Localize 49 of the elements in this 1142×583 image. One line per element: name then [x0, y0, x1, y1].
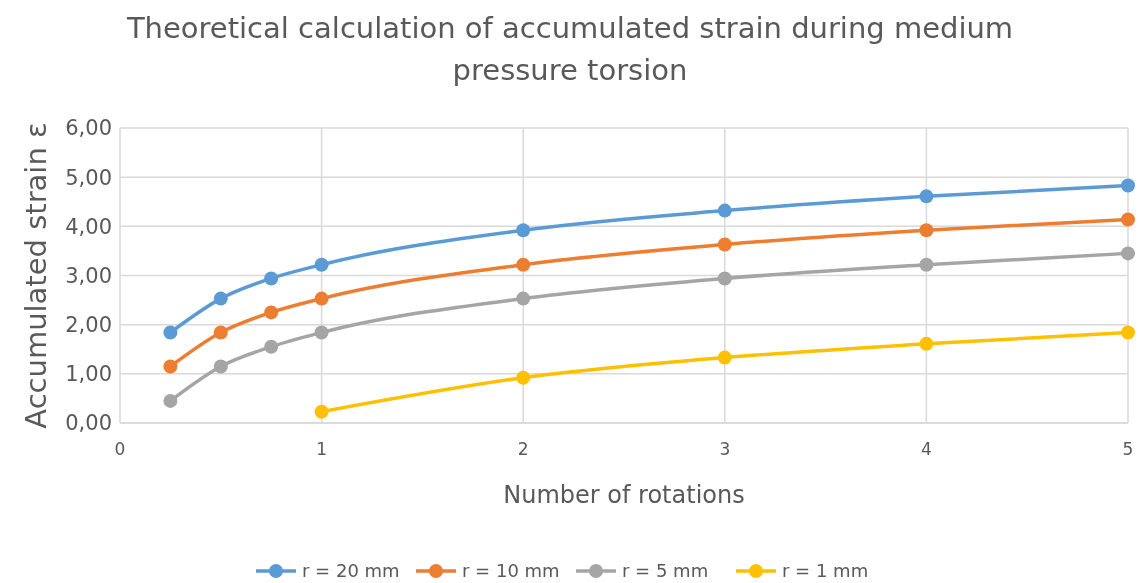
point [516, 223, 531, 238]
point [1121, 212, 1135, 227]
chart-title: Theoretical calculation of accumulated strain during medium pressure torsion [125, 11, 1014, 87]
point [919, 189, 934, 204]
point [516, 257, 531, 272]
y-tick-label: 3,00 [65, 263, 112, 288]
point [264, 339, 279, 354]
point [163, 393, 178, 408]
y-tick-label: 5,00 [65, 165, 112, 190]
x-axis-title: Number of rotations [503, 481, 745, 509]
legend-label: r = 1 mm [782, 560, 869, 582]
point [163, 325, 178, 340]
point [264, 305, 279, 320]
point [919, 336, 934, 351]
point [213, 325, 228, 340]
y-tick-label: 6,00 [65, 116, 112, 141]
x-tick-label: 4 [920, 439, 932, 459]
x-tick-label: 5 [1122, 439, 1134, 459]
point [919, 257, 934, 272]
x-tick-label: 3 [719, 439, 731, 459]
point [516, 291, 531, 306]
point [1121, 246, 1135, 261]
x-tick-label: 1 [316, 439, 328, 459]
point [213, 359, 228, 374]
legend-label: r = 10 mm [462, 560, 560, 582]
x-tick-label: 0 [114, 439, 126, 459]
point [516, 370, 531, 385]
x-tick-label: 2 [517, 439, 529, 459]
legend-label: r = 5 mm [622, 560, 709, 582]
point [163, 359, 178, 374]
y-tick-label: 2,00 [65, 313, 112, 338]
point [1121, 325, 1135, 340]
y-tick-label: 1,00 [65, 362, 112, 387]
point [314, 257, 329, 272]
point [717, 237, 732, 252]
y-tick-label: 0,00 [65, 411, 112, 436]
y-tick-label: 4,00 [65, 214, 112, 239]
point [919, 223, 934, 238]
point [1121, 178, 1135, 193]
y-axis-title: Accumulated strain ε [19, 122, 53, 429]
point [213, 291, 228, 306]
point [314, 325, 329, 340]
point [314, 291, 329, 306]
point [717, 350, 732, 365]
point [264, 271, 279, 286]
point [717, 271, 732, 286]
legend-label: r = 20 mm [302, 560, 400, 582]
point [314, 404, 329, 419]
point [717, 203, 732, 218]
